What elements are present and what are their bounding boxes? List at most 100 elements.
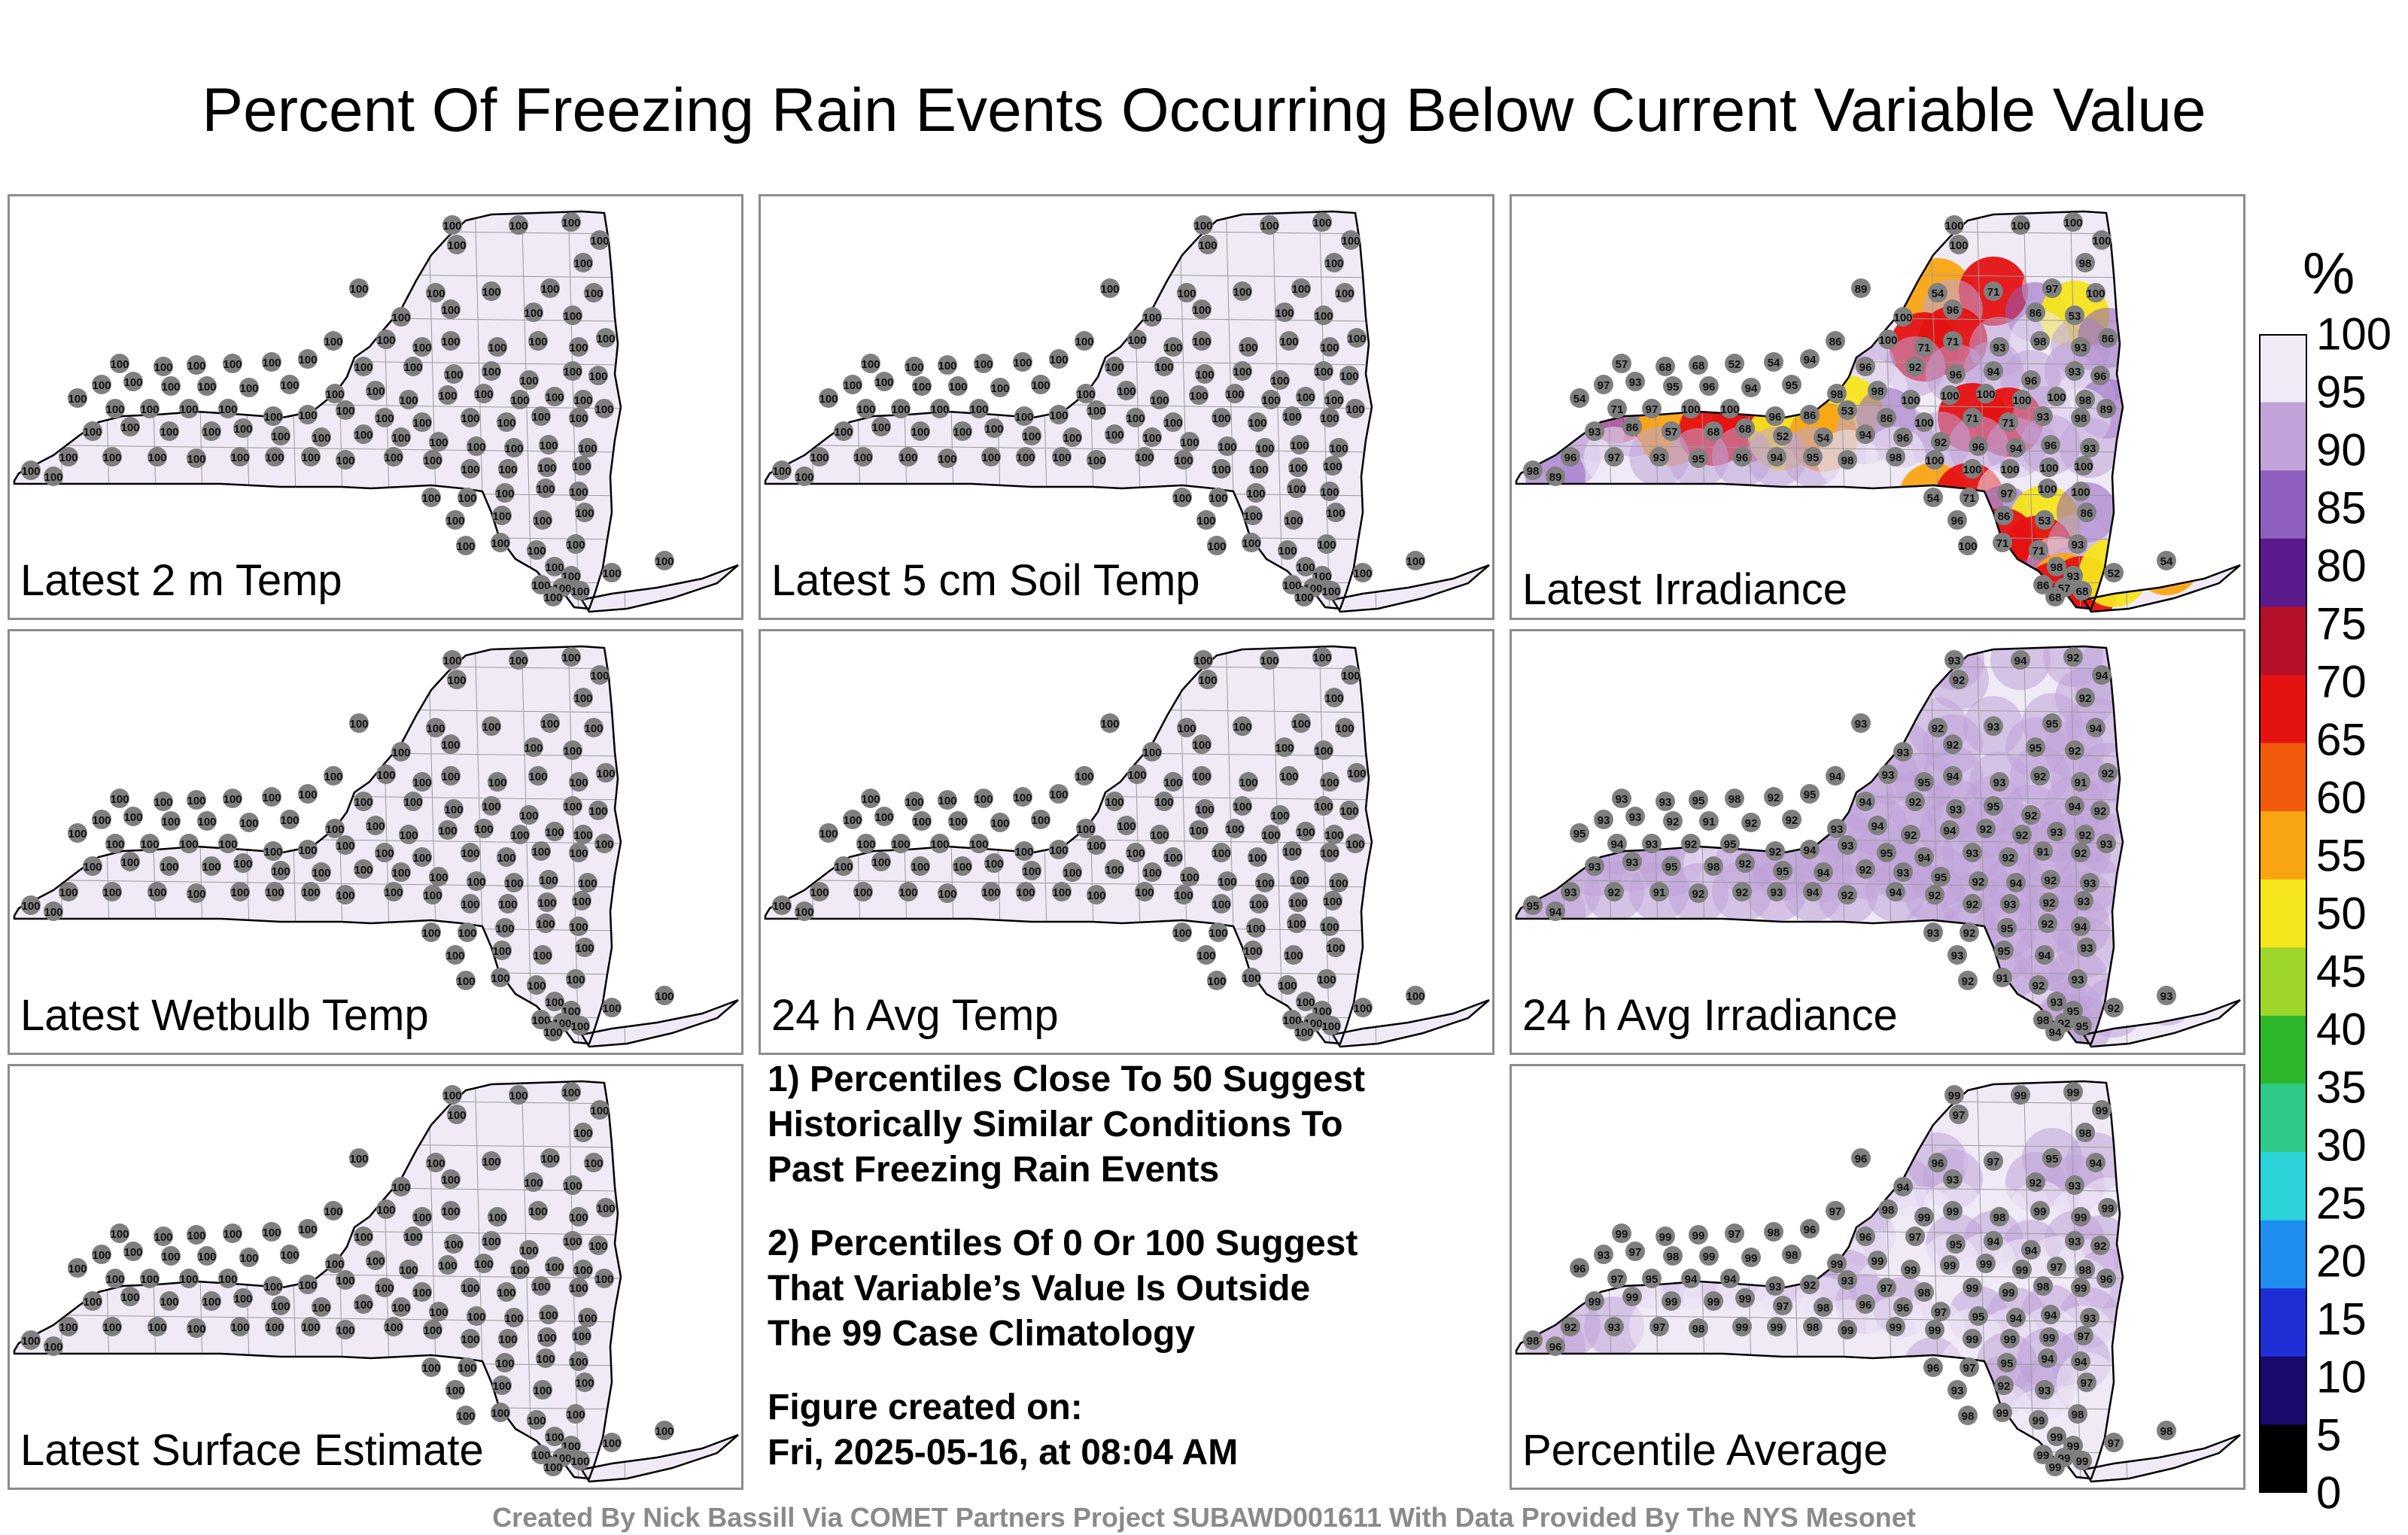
long-island-outline xyxy=(2081,564,2241,613)
station-marker: 100 xyxy=(140,1269,160,1288)
station-value: 100 xyxy=(262,1226,281,1239)
station-value: 100 xyxy=(509,655,528,667)
station-dot xyxy=(2104,1433,2124,1452)
station-marker: 95 xyxy=(1997,918,2017,938)
station-dot xyxy=(1969,871,1988,891)
station-value: 92 xyxy=(2069,745,2081,758)
station-marker: 100 xyxy=(1076,384,1096,403)
station-value: 100 xyxy=(1270,810,1289,822)
station-marker: 98 xyxy=(2030,331,2050,351)
station-marker: 100 xyxy=(1249,894,1269,913)
station-value: 95 xyxy=(2046,718,2059,731)
station-dot xyxy=(1294,587,1314,606)
station-dot xyxy=(2006,873,2026,892)
station-value: 100 xyxy=(569,486,588,499)
station-marker: 100 xyxy=(438,820,458,840)
station-dot xyxy=(458,923,477,942)
station-marker: 100 xyxy=(566,1404,585,1424)
station-value: 94 xyxy=(1807,886,1820,899)
station-value: 100 xyxy=(391,1181,410,1194)
station-marker: 100 xyxy=(265,1317,284,1336)
station-marker: 86 xyxy=(1826,331,1845,351)
station-marker: 54 xyxy=(1814,427,1833,447)
station-value: 99 xyxy=(2075,1282,2087,1295)
station-marker: 96 xyxy=(1943,299,1963,319)
station-marker: 100 xyxy=(467,871,486,891)
station-dot xyxy=(1249,459,1269,479)
station-dot xyxy=(510,390,530,409)
station-marker: 100 xyxy=(444,799,464,819)
station-marker: 92 xyxy=(2090,801,2110,820)
station-marker: 100 xyxy=(2086,283,2105,302)
station-marker: 100 xyxy=(197,376,217,396)
station-marker: 100 xyxy=(1150,390,1169,409)
station-marker: 100 xyxy=(573,253,593,272)
station-dot xyxy=(584,283,604,302)
station-value: 100 xyxy=(834,861,853,874)
station-value: 92 xyxy=(1935,436,1947,449)
station-marker: 100 xyxy=(123,372,143,391)
station-dot xyxy=(92,375,111,394)
station-marker: 100 xyxy=(1290,870,1309,889)
station-marker: 100 xyxy=(1288,457,1308,477)
station-dot xyxy=(444,799,464,819)
station-marker: 100 xyxy=(1963,459,1982,479)
station-dot xyxy=(1893,862,1913,882)
station-value: 100 xyxy=(262,792,281,804)
long-island-outline xyxy=(579,1433,739,1483)
station-marker: 100 xyxy=(1320,916,1339,936)
station-marker: 100 xyxy=(1255,873,1275,892)
station-dot xyxy=(912,376,932,396)
station-value: 100 xyxy=(349,718,368,731)
station-value: 99 xyxy=(1947,1205,1960,1218)
station-marker: 98 xyxy=(2075,1123,2095,1142)
station-dot xyxy=(202,421,221,441)
station-value: 100 xyxy=(543,591,562,604)
station-dot xyxy=(491,533,510,552)
station-value: 94 xyxy=(2014,655,2027,667)
station-marker: 99 xyxy=(1699,1246,1719,1266)
station-marker: 100 xyxy=(447,670,467,689)
station-value: 100 xyxy=(1320,847,1339,860)
station-value: 100 xyxy=(1087,840,1105,853)
station-marker: 100 xyxy=(59,1317,78,1336)
station-marker: 99 xyxy=(2030,1201,2050,1220)
station-value: 96 xyxy=(2025,375,2038,388)
station-dot xyxy=(2071,482,2090,501)
station-dot xyxy=(524,1172,543,1192)
station-marker: 93 xyxy=(2065,1175,2084,1195)
station-dot xyxy=(447,670,467,689)
station-value: 94 xyxy=(1771,451,1783,464)
state-outline xyxy=(1515,210,2124,610)
station-value: 71 xyxy=(1996,537,2009,550)
station-marker: 100 xyxy=(590,665,610,685)
station-marker: 100 xyxy=(602,998,622,1017)
station-marker: 100 xyxy=(1320,843,1339,862)
station-marker: 100 xyxy=(1233,281,1252,301)
station-value: 100 xyxy=(187,1323,205,1336)
county-line xyxy=(54,1081,66,1482)
station-marker: 100 xyxy=(905,792,924,811)
station-marker: 100 xyxy=(187,448,206,468)
station-dot xyxy=(1732,447,1752,467)
station-dot xyxy=(1585,856,1604,876)
station-value: 100 xyxy=(482,721,500,734)
station-dot xyxy=(1150,825,1169,844)
station-dot xyxy=(1925,450,1944,470)
station-marker: 100 xyxy=(1192,734,1212,754)
station-marker: 100 xyxy=(570,1016,590,1035)
station-marker: 100 xyxy=(271,426,290,445)
station-marker: 100 xyxy=(239,378,259,397)
station-dot xyxy=(531,1445,551,1464)
station-value: 100 xyxy=(1294,591,1313,604)
station-value: 100 xyxy=(105,838,124,851)
station-value: 100 xyxy=(528,771,547,783)
station-marker: 100 xyxy=(1248,412,1267,432)
station-value: 100 xyxy=(1326,507,1345,520)
station-value: 100 xyxy=(423,454,442,467)
station-marker: 100 xyxy=(536,913,555,933)
station-value: 100 xyxy=(461,898,479,911)
station-value: 100 xyxy=(1944,220,1963,233)
station-value: 93 xyxy=(1950,804,1963,816)
station-value: 97 xyxy=(1611,1273,1624,1286)
